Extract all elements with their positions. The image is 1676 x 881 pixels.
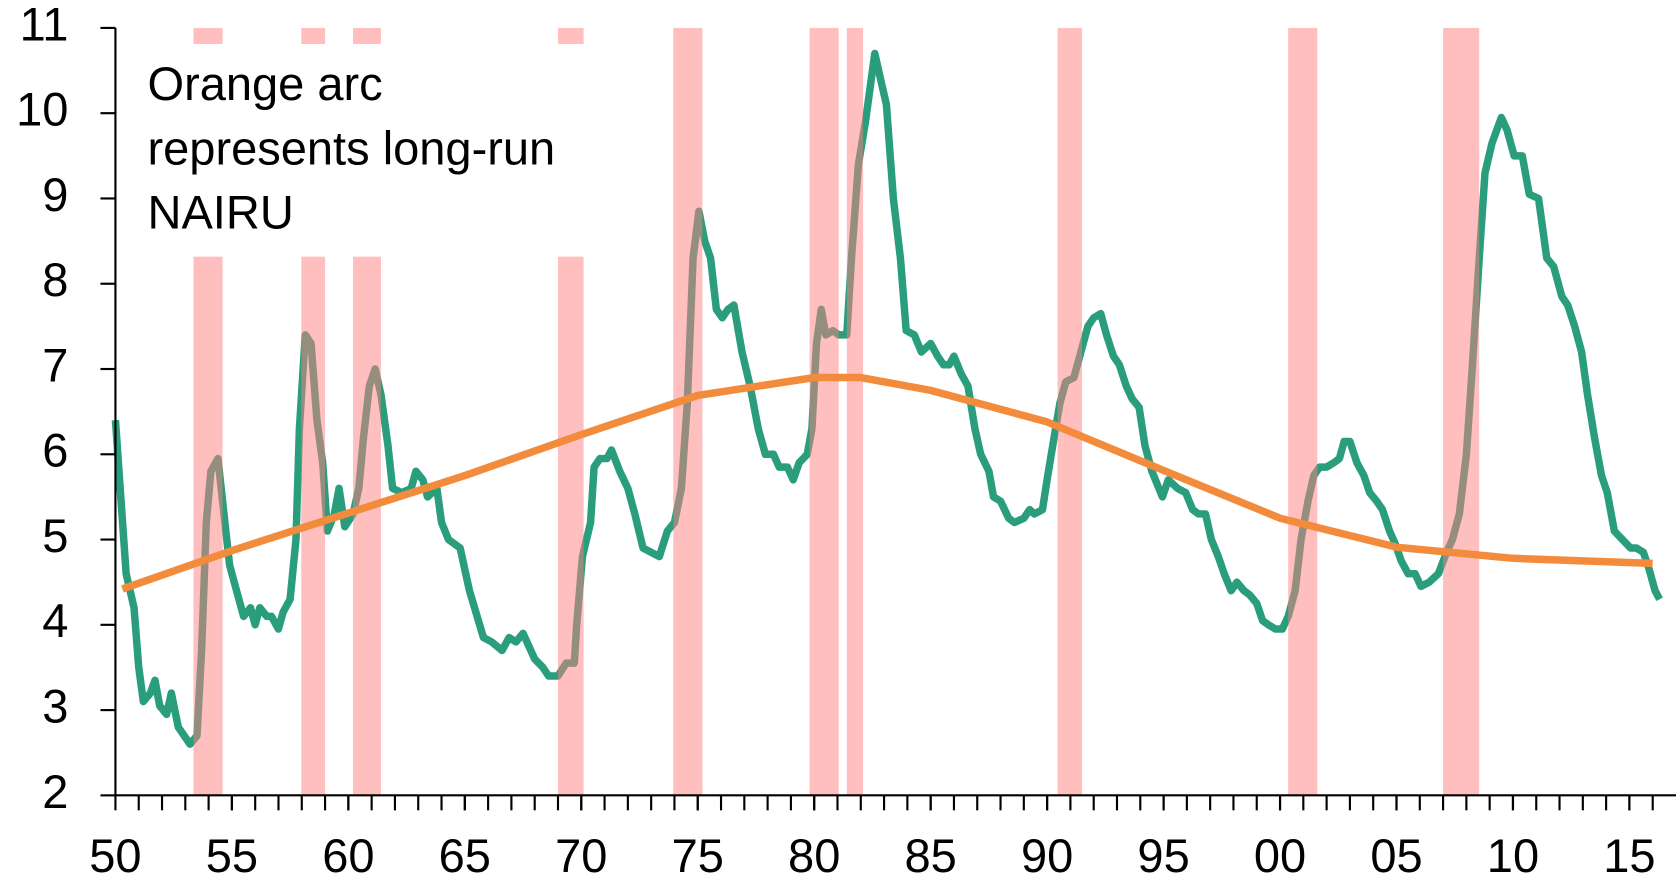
annotation-line: NAIRU <box>148 185 294 238</box>
annotation-line: represents long-run <box>148 121 556 174</box>
recession-band <box>673 27 703 796</box>
y-tick-label: 5 <box>42 509 68 562</box>
y-tick-label: 10 <box>16 83 68 136</box>
x-tick-label: 00 <box>1254 829 1306 881</box>
x-tick-label: 90 <box>1021 829 1073 881</box>
annotation-line: Orange arc <box>148 57 383 110</box>
recession-band <box>1443 27 1480 796</box>
x-tick-label: 75 <box>672 829 724 881</box>
x-tick-label: 65 <box>439 829 491 881</box>
x-tick-label: 15 <box>1603 829 1655 881</box>
recession-band <box>1057 27 1083 796</box>
x-tick-label: 05 <box>1370 829 1422 881</box>
x-tick-label: 95 <box>1137 829 1189 881</box>
annotation-box <box>119 43 633 257</box>
y-tick-label: 3 <box>42 680 68 733</box>
x-tick-label: 10 <box>1487 829 1539 881</box>
y-tick-label: 9 <box>42 168 68 221</box>
line <box>121 373 1653 593</box>
x-tick-label: 85 <box>905 829 957 881</box>
y-tick-label: 4 <box>42 594 68 647</box>
x-tick-label: 55 <box>206 829 258 881</box>
y-tick-label: 7 <box>42 338 68 391</box>
y-tick-label: 11 <box>20 0 69 50</box>
x-tick-label: 70 <box>555 829 607 881</box>
y-tick-label: 6 <box>42 424 68 477</box>
recession-band <box>1288 27 1318 796</box>
y-tick-label: 8 <box>42 253 68 306</box>
recession-band <box>809 27 839 796</box>
x-tick-label: 80 <box>788 829 840 881</box>
annotation: Orange arc represents long-run NAIRU <box>148 57 556 238</box>
line <box>111 49 1663 748</box>
y-tick-label: 2 <box>42 765 68 818</box>
recession-band <box>846 27 864 796</box>
x-tick-label: 60 <box>322 829 374 881</box>
x-tick-label: 50 <box>89 829 141 881</box>
